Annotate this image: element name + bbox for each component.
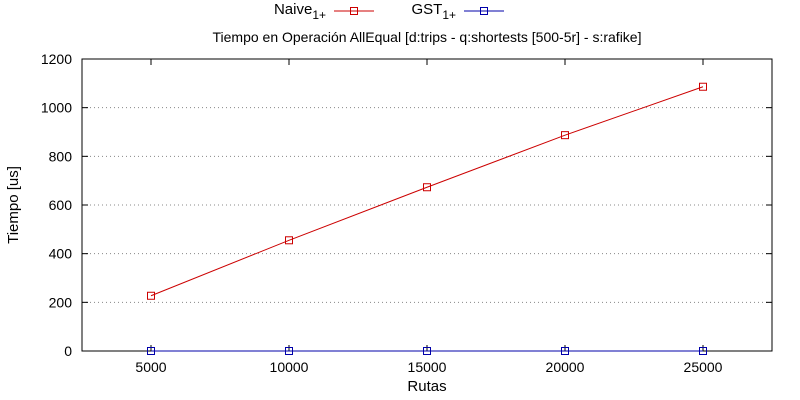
x-tick-label: 20000	[546, 359, 585, 375]
x-axis-label: Rutas	[407, 378, 446, 395]
x-tick-label: 15000	[408, 359, 447, 375]
y-tick-label: 600	[49, 197, 73, 213]
legend-marker-naive	[350, 7, 358, 15]
data-point-naive	[699, 82, 707, 91]
chart-title: Tiempo en Operación AllEqual [d:trips - …	[212, 29, 641, 45]
legend: Naive1+ GST1+	[274, 1, 504, 22]
data-point-gst	[285, 347, 293, 355]
axis-ticks: 0 200 400 600 800 1000 1200 5000 10000 15000 20000…	[41, 51, 772, 375]
x-tick-label: 5000	[135, 359, 166, 375]
data-point-naive	[561, 131, 569, 140]
y-tick-label: 0	[64, 343, 72, 359]
data-point-gst	[423, 347, 431, 355]
y-tick-label: 400	[49, 246, 73, 262]
legend-marker-gst	[480, 7, 488, 15]
y-tick-label: 1200	[41, 51, 72, 67]
series-layer	[147, 82, 707, 355]
x-tick-label: 10000	[270, 359, 309, 375]
data-point-gst	[147, 347, 155, 355]
legend-label-naive: Naive1+	[274, 1, 326, 22]
data-point-gst	[699, 347, 707, 355]
y-tick-label: 800	[49, 148, 73, 164]
x-tick-label: 25000	[684, 359, 723, 375]
y-tick-label: 1000	[41, 100, 72, 116]
data-point-naive	[285, 236, 293, 245]
data-point-gst	[561, 347, 569, 355]
y-tick-label: 200	[49, 294, 73, 310]
grid-lines	[82, 107, 772, 303]
legend-label-gst: GST1+	[411, 1, 456, 22]
y-axis-label: Tiempo [us]	[5, 166, 22, 244]
data-point-naive	[147, 291, 155, 300]
series-line-naive	[150, 86, 704, 297]
data-point-naive	[423, 183, 431, 192]
